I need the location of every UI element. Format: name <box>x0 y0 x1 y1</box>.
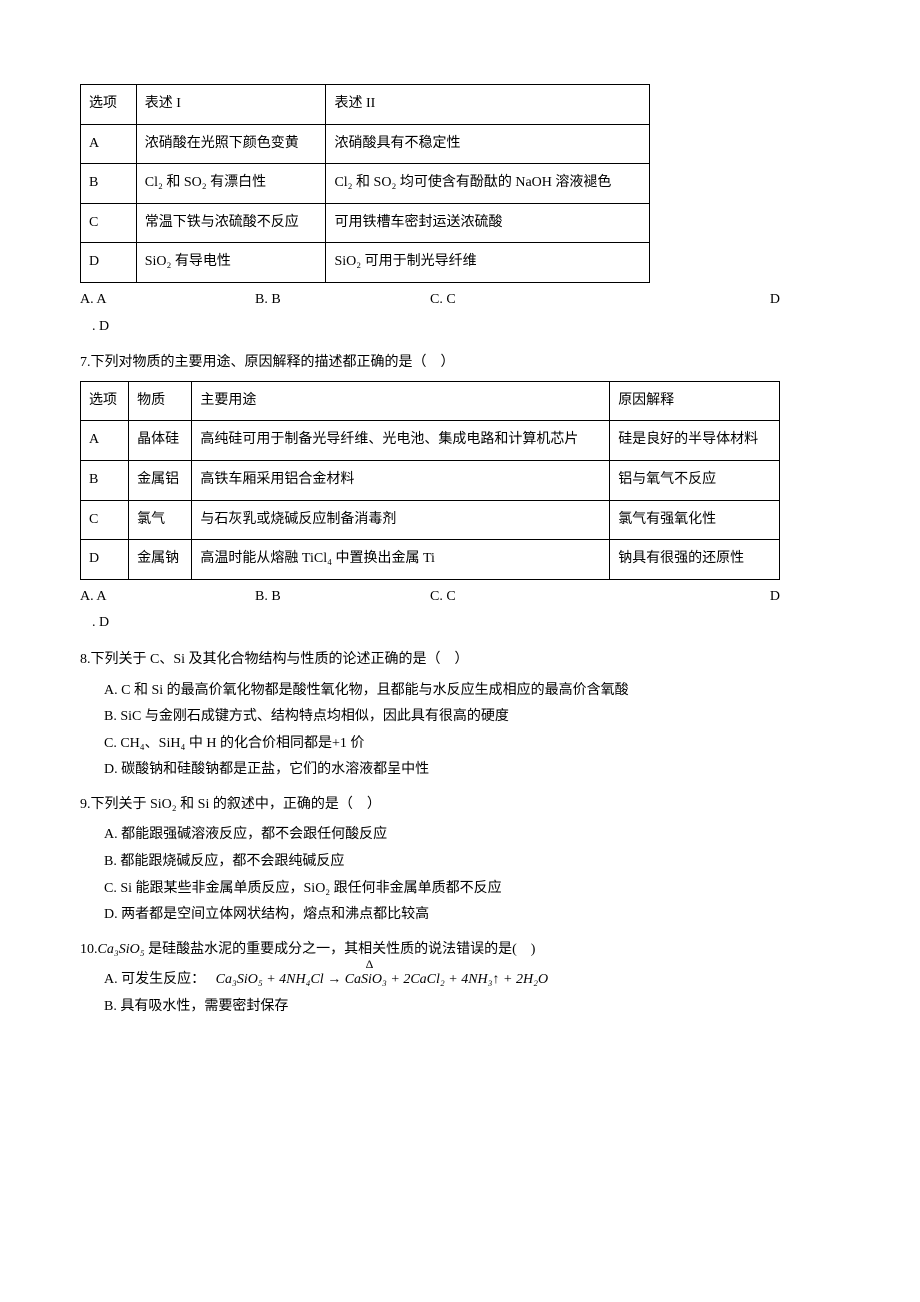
col-header: 选项 <box>81 381 129 421</box>
table-statements: 选项 表述 I 表述 II A 浓硝酸在光照下颜色变黄 浓硝酸具有不稳定性 B … <box>80 84 650 283</box>
cell: SiO₂ 可用于制光导纤维 <box>326 243 650 283</box>
q10-a-pre: A. 可发生反应： <box>104 972 212 987</box>
option-a: A. A <box>80 287 255 314</box>
cell: C <box>81 500 129 540</box>
col-header: 选项 <box>81 85 137 125</box>
option-b: B. B <box>255 287 430 314</box>
cell: A <box>81 421 129 461</box>
option-c: C. C <box>430 584 605 611</box>
cell: A <box>81 124 137 164</box>
cell: 可用铁槽车密封运送浓硫酸 <box>326 203 650 243</box>
cell: 铝与氧气不反应 <box>610 460 780 500</box>
q9-option-b: B. 都能跟烧碱反应，都不会跟纯碱反应 <box>104 849 840 876</box>
col-header: 原因解释 <box>610 381 780 421</box>
cell: 硅是良好的半导体材料 <box>610 421 780 461</box>
cell: B <box>81 164 137 204</box>
cell: 金属铝 <box>129 460 192 500</box>
q10-delta: Δ <box>366 953 374 976</box>
cell: SiO₂ 有导电性 <box>136 243 326 283</box>
cell: Cl₂ 和 SO₂ 均可使含有酚酞的 NaOH 溶液褪色 <box>326 164 650 204</box>
col-header: 表述 II <box>326 85 650 125</box>
table-row: 选项 物质 主要用途 原因解释 <box>81 381 780 421</box>
q8-option-c: C. CH₄、SiH₄ 中 H 的化合价相同都是+1 价 <box>104 731 840 758</box>
question-8-stem: 8.下列关于 C、Si 及其化合物结构与性质的论述正确的是（ ） <box>80 647 840 674</box>
option-d: D <box>605 287 780 314</box>
option-a: A. A <box>80 584 255 611</box>
table-row: 选项 表述 I 表述 II <box>81 85 650 125</box>
table-row: C 氯气 与石灰乳或烧碱反应制备消毒剂 氯气有强氧化性 <box>81 500 780 540</box>
cell: 常温下铁与浓硫酸不反应 <box>136 203 326 243</box>
cell: 与石灰乳或烧碱反应制备消毒剂 <box>192 500 610 540</box>
q10-option-a: A. 可发生反应： Δ Ca₃SiO₅ + 4NH₄Cl → CaSiO₃ + … <box>104 967 840 994</box>
cell: D <box>81 243 137 283</box>
table-row: D SiO₂ 有导电性 SiO₂ 可用于制光导纤维 <box>81 243 650 283</box>
cell: Cl₂ 和 SO₂ 有漂白性 <box>136 164 326 204</box>
col-header: 物质 <box>129 381 192 421</box>
cell: 晶体硅 <box>129 421 192 461</box>
cell: 浓硝酸具有不稳定性 <box>326 124 650 164</box>
option-d-cont: . D <box>80 610 780 637</box>
q10-a-eq-wrap: Δ Ca₃SiO₅ + 4NH₄Cl → CaSiO₃ + 2CaCl₂ + 4… <box>216 967 548 994</box>
question-7-stem: 7.下列对物质的主要用途、原因解释的描述都正确的是（ ） <box>80 350 840 377</box>
options-row: A. A B. B C. C D . D <box>80 287 780 340</box>
table-row: A 晶体硅 高纯硅可用于制备光导纤维、光电池、集成电路和计算机芯片 硅是良好的半… <box>81 421 780 461</box>
cell: D <box>81 540 129 580</box>
q8-option-a: A. C 和 Si 的最高价氧化物都是酸性氧化物，且都能与水反应生成相应的最高价… <box>104 678 840 705</box>
option-c: C. C <box>430 287 605 314</box>
col-header: 主要用途 <box>192 381 610 421</box>
cell: 氯气 <box>129 500 192 540</box>
question-9-stem: 9.下列关于 SiO₂ 和 Si 的叙述中，正确的是（ ） <box>80 792 840 819</box>
cell: B <box>81 460 129 500</box>
cell: 钠具有很强的还原性 <box>610 540 780 580</box>
col-header: 表述 I <box>136 85 326 125</box>
table-row: C 常温下铁与浓硫酸不反应 可用铁槽车密封运送浓硫酸 <box>81 203 650 243</box>
table-row: B 金属铝 高铁车厢采用铝合金材料 铝与氧气不反应 <box>81 460 780 500</box>
q8-option-d: D. 碳酸钠和硅酸钠都是正盐，它们的水溶液都呈中性 <box>104 757 840 784</box>
q10-formula: Ca₃SiO₅ <box>98 942 145 957</box>
option-d-cont: . D <box>80 314 780 341</box>
q9-option-c: C. Si 能跟某些非金属单质反应，SiO₂ 跟任何非金属单质都不反应 <box>104 876 840 903</box>
q10-pre: 10. <box>80 942 98 957</box>
q8-option-b: B. SiC 与金刚石成键方式、结构特点均相似，因此具有很高的硬度 <box>104 704 840 731</box>
table-substances: 选项 物质 主要用途 原因解释 A 晶体硅 高纯硅可用于制备光导纤维、光电池、集… <box>80 381 780 580</box>
q10-a-eq: Ca₃SiO₅ + 4NH₄Cl → CaSiO₃ + 2CaCl₂ + 4NH… <box>216 972 548 987</box>
question-10-stem: 10.Ca₃SiO₅ 是硅酸盐水泥的重要成分之一，其相关性质的说法错误的是( ) <box>80 937 840 964</box>
q10-option-b: B. 具有吸水性，需要密封保存 <box>104 994 840 1021</box>
table-row: D 金属钠 高温时能从熔融 TiCl₄ 中置换出金属 Ti 钠具有很强的还原性 <box>81 540 780 580</box>
cell: 高铁车厢采用铝合金材料 <box>192 460 610 500</box>
cell: 高纯硅可用于制备光导纤维、光电池、集成电路和计算机芯片 <box>192 421 610 461</box>
cell: 浓硝酸在光照下颜色变黄 <box>136 124 326 164</box>
cell: 金属钠 <box>129 540 192 580</box>
cell: C <box>81 203 137 243</box>
q9-option-a: A. 都能跟强碱溶液反应，都不会跟任何酸反应 <box>104 822 840 849</box>
table-row: A 浓硝酸在光照下颜色变黄 浓硝酸具有不稳定性 <box>81 124 650 164</box>
q10-post: 是硅酸盐水泥的重要成分之一，其相关性质的说法错误的是( ) <box>145 942 536 957</box>
q9-option-d: D. 两者都是空间立体网状结构，熔点和沸点都比较高 <box>104 902 840 929</box>
cell: 高温时能从熔融 TiCl₄ 中置换出金属 Ti <box>192 540 610 580</box>
option-d: D <box>605 584 780 611</box>
options-row: A. A B. B C. C D . D <box>80 584 780 637</box>
cell: 氯气有强氧化性 <box>610 500 780 540</box>
option-b: B. B <box>255 584 430 611</box>
table-row: B Cl₂ 和 SO₂ 有漂白性 Cl₂ 和 SO₂ 均可使含有酚酞的 NaOH… <box>81 164 650 204</box>
